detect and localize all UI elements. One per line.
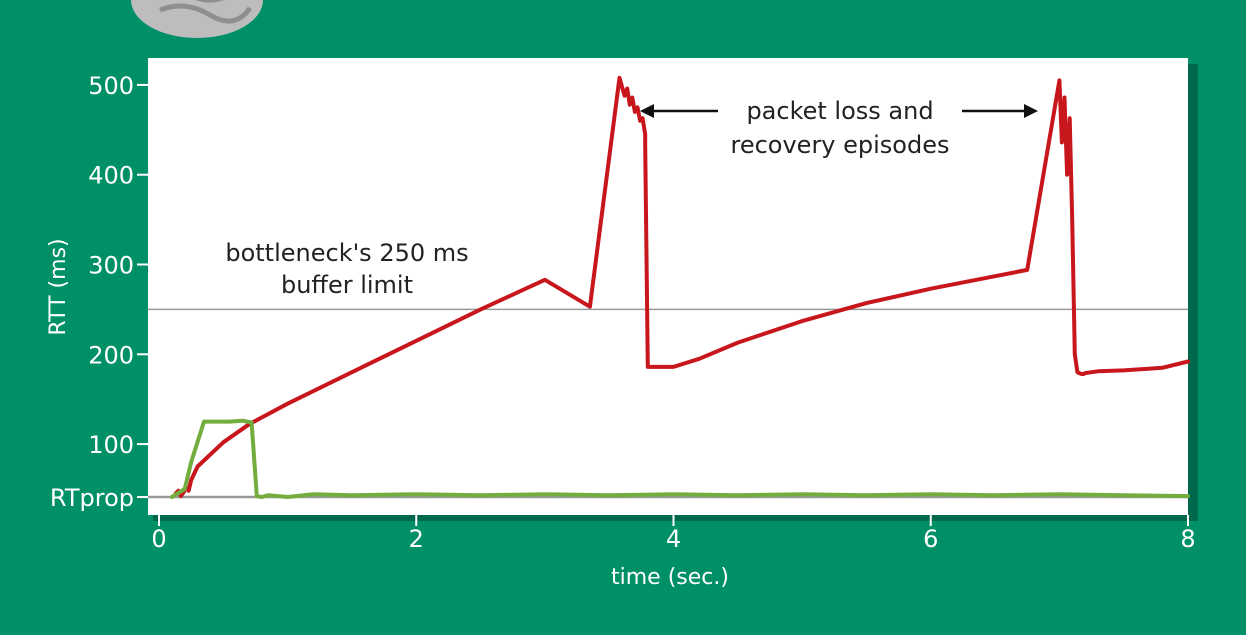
buffer-limit-label-line-1: buffer limit bbox=[281, 271, 413, 299]
y-tick-label-3: 200 bbox=[88, 341, 134, 369]
y-axis-title: RTT (ms) bbox=[46, 238, 71, 335]
x-tick-label-0: 0 bbox=[151, 525, 166, 553]
series-layer bbox=[169, 75, 1190, 499]
arrow-left-head bbox=[640, 104, 654, 118]
series-line-0 bbox=[173, 75, 1190, 499]
series-line-1 bbox=[169, 418, 1190, 499]
x-axis-title: time (sec.) bbox=[611, 565, 729, 590]
loss-annotation: packet loss and recovery episodes bbox=[640, 97, 1038, 159]
loss-recovery-label: packet loss and recovery episodes bbox=[730, 97, 949, 159]
x-tick-label-2: 4 bbox=[666, 525, 681, 553]
y-tick-label-0: 500 bbox=[88, 72, 134, 100]
x-tick-label-4: 8 bbox=[1180, 525, 1195, 553]
y-tick-label-5: RTprop bbox=[50, 484, 134, 512]
buffer-limit-annotation: bottleneck's 250 ms buffer limit bbox=[225, 239, 468, 299]
loss-recovery-label-line-0: packet loss and bbox=[746, 97, 933, 125]
y-tick-label-2: 300 bbox=[88, 252, 134, 280]
arrow-right-head bbox=[1024, 104, 1038, 118]
buffer-limit-label: bottleneck's 250 ms buffer limit bbox=[225, 239, 468, 299]
x-tick-label-1: 2 bbox=[409, 525, 424, 553]
y-tick-label-4: 100 bbox=[88, 431, 134, 459]
plot-area bbox=[148, 58, 1188, 515]
reference-lines bbox=[148, 308, 1188, 499]
y-tick-label-1: 400 bbox=[88, 162, 134, 190]
buffer-limit-label-line-0: bottleneck's 250 ms bbox=[225, 239, 468, 267]
logo-blob bbox=[131, 0, 263, 38]
loss-recovery-label-line-1: recovery episodes bbox=[730, 131, 949, 159]
x-tick-label-3: 6 bbox=[923, 525, 938, 553]
axes-layer: 0 2 4 6 8 500 400 300 200 100 RTprop bbox=[50, 72, 1196, 553]
